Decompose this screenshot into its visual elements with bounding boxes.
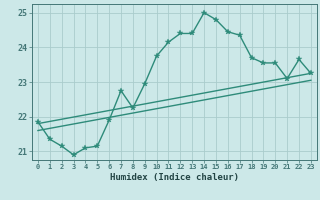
- X-axis label: Humidex (Indice chaleur): Humidex (Indice chaleur): [110, 173, 239, 182]
